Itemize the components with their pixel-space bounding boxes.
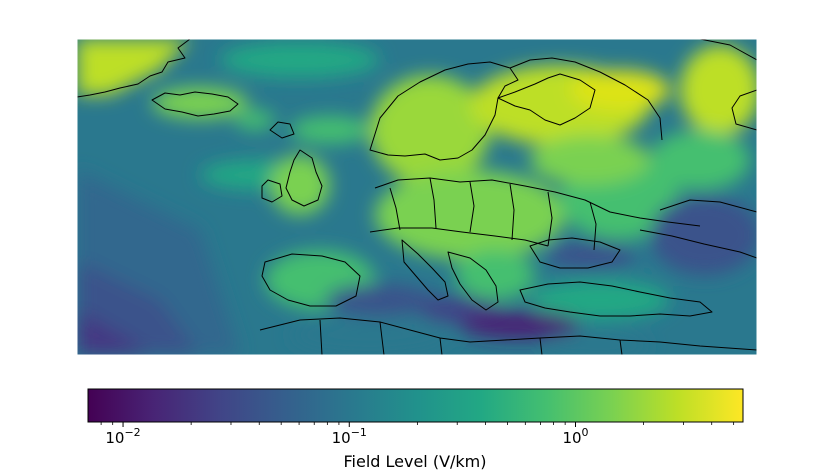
colorbar-gradient (87, 388, 744, 423)
colorbar-tick-label: 100 (562, 426, 588, 447)
colorbar: 10−2 10−1 100 Field Level (V/km) (87, 388, 744, 471)
field-level-map (77, 39, 757, 355)
colorbar-tick-label: 10−2 (105, 426, 140, 447)
colorbar-label: Field Level (V/km) (343, 452, 486, 471)
colorbar-tick-label: 10−1 (332, 426, 367, 447)
colorbar-ticks: 10−2 10−1 100 (100, 422, 735, 447)
